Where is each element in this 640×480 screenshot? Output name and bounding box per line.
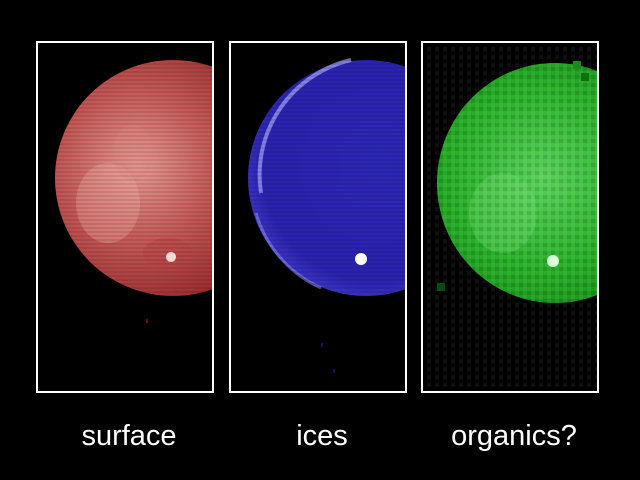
ices-image	[231, 43, 405, 391]
caption-surface: surface	[81, 420, 177, 452]
surface-bright-spot	[166, 252, 176, 262]
ices-bright-spot	[355, 253, 367, 265]
caption-organics: organics?	[451, 420, 577, 452]
organics-image	[423, 43, 597, 391]
caption-ices: ices	[296, 420, 348, 452]
surface-image	[38, 43, 212, 391]
organics-bright-spot	[547, 255, 559, 267]
panel-organics	[421, 41, 599, 393]
panel-ices	[229, 41, 407, 393]
panel-surface	[36, 41, 214, 393]
